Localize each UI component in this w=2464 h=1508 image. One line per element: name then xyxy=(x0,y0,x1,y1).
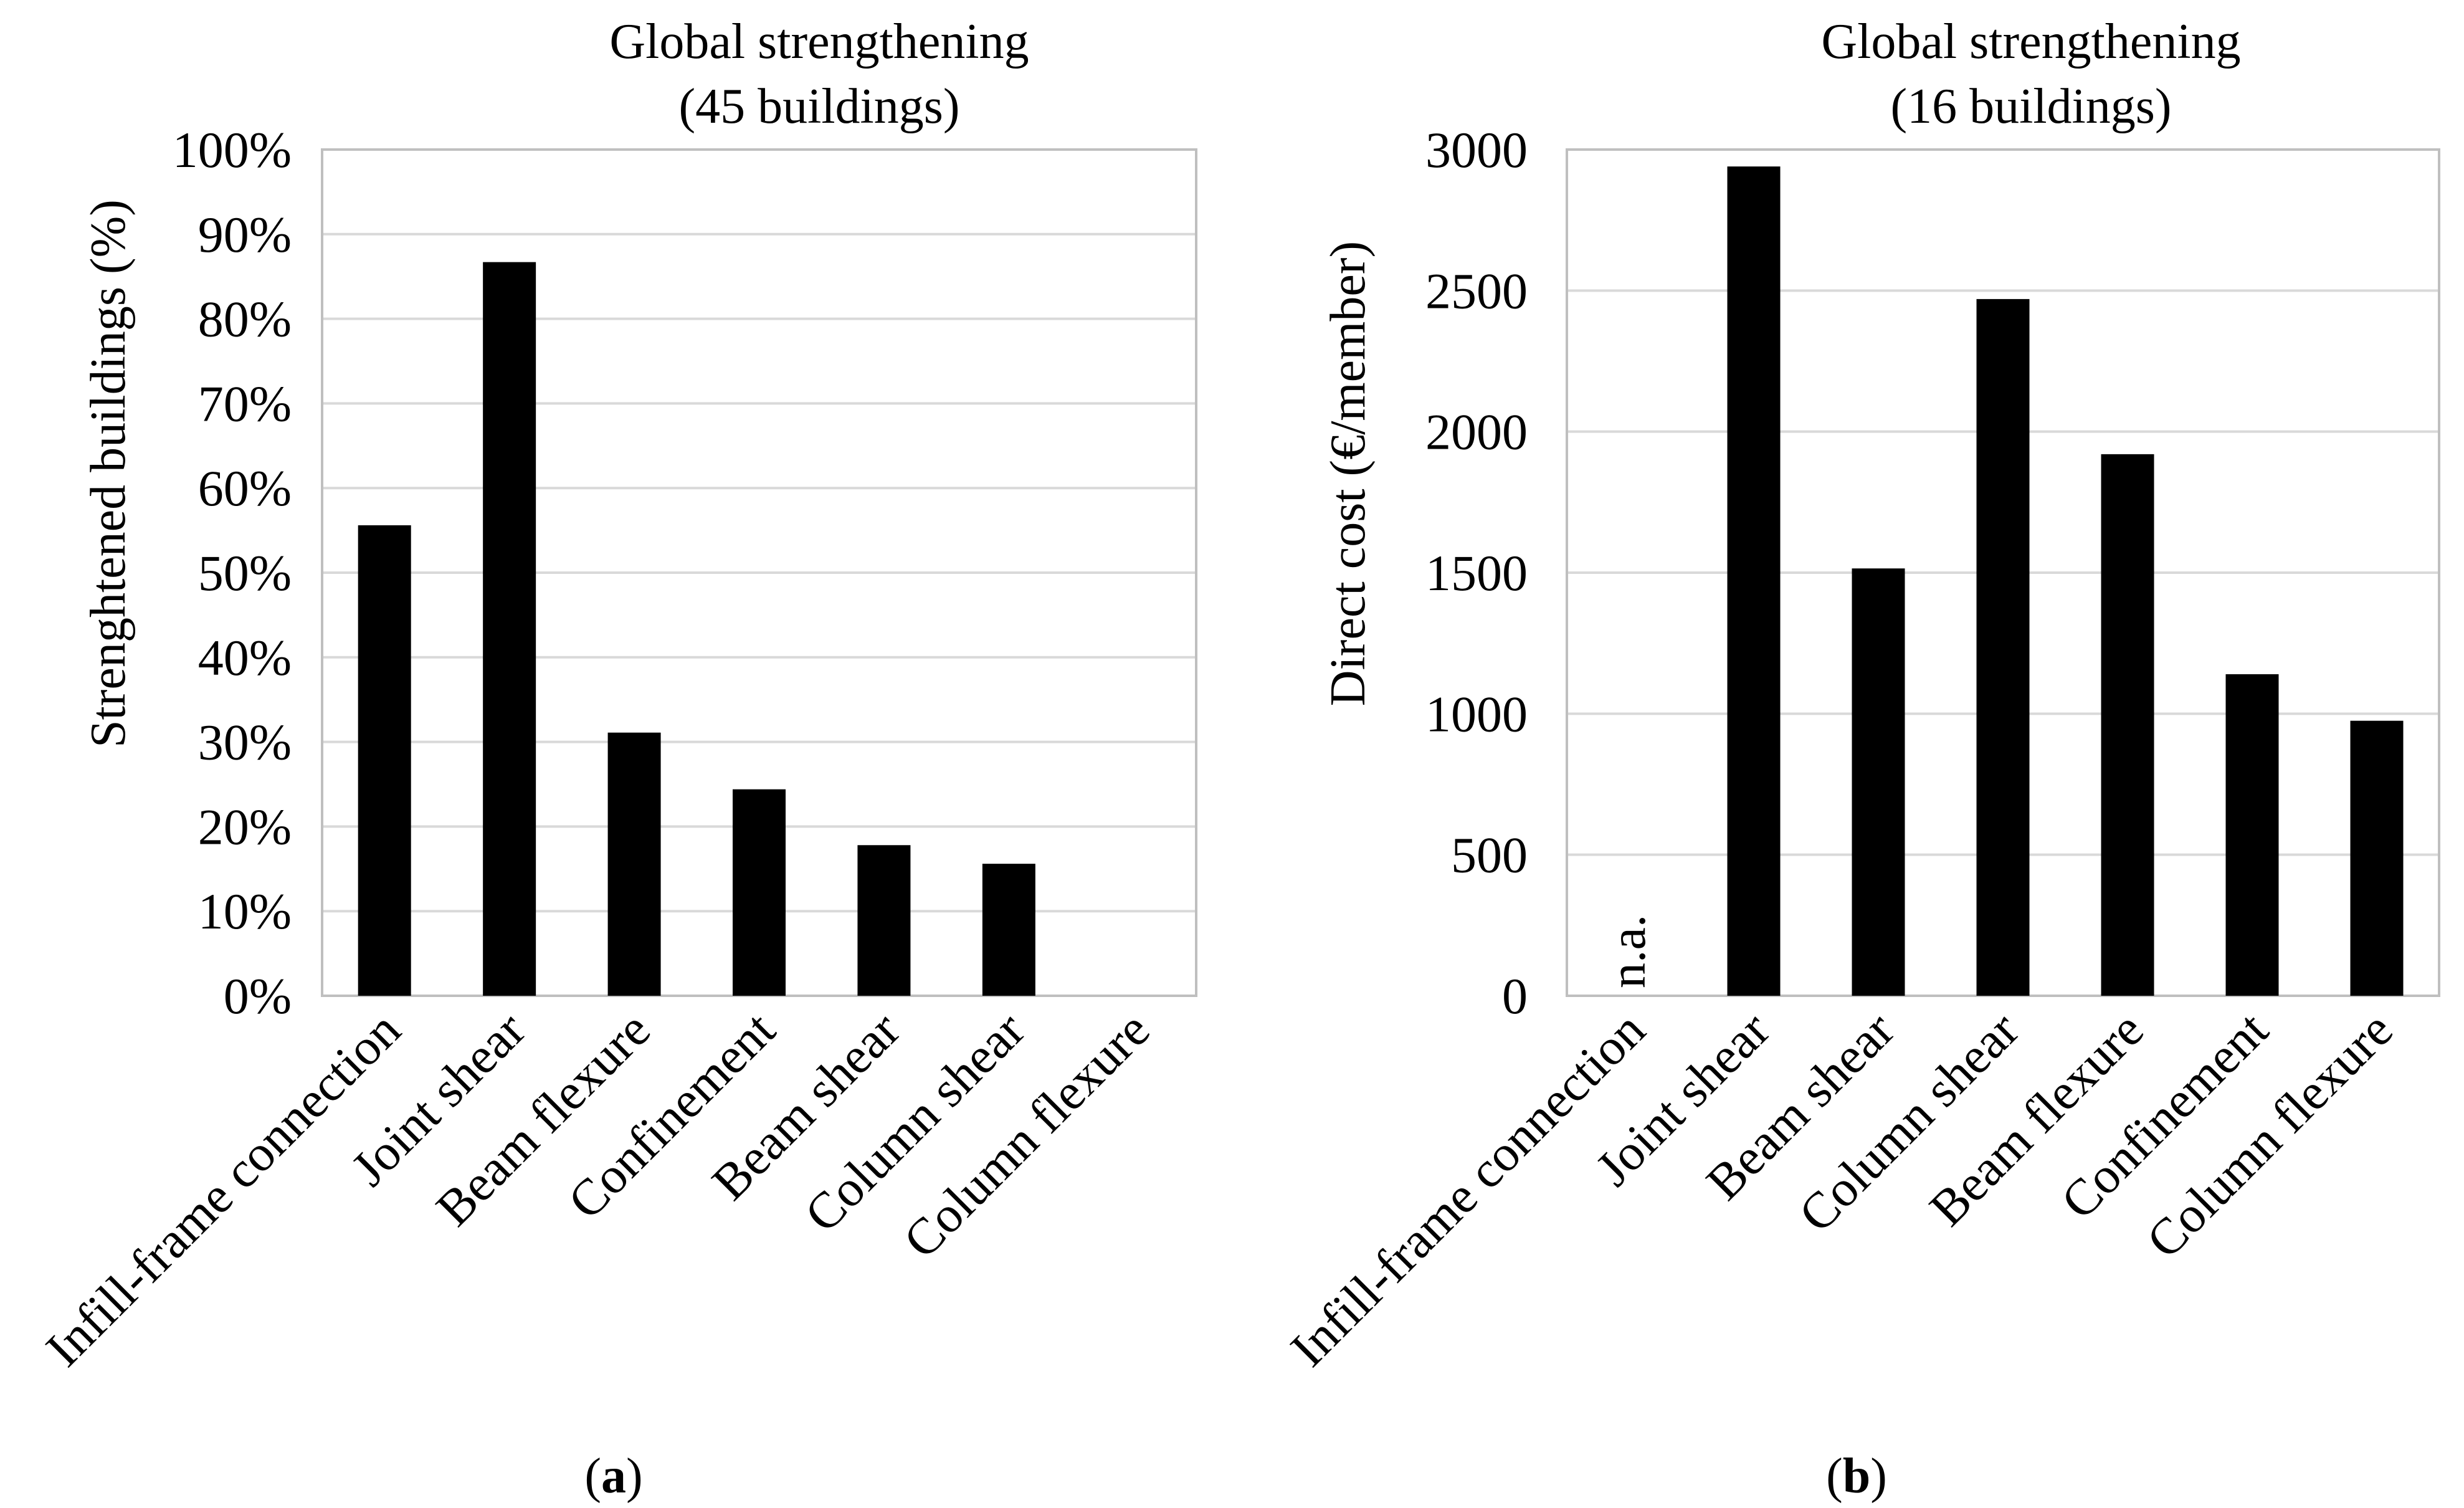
y-axis-label: Strenghtened buildings (%) xyxy=(81,199,136,748)
chart-a: 0% 10% 20% 30% 40% 50% 60% 70% 80% 90% 100% Infill-… xyxy=(35,14,1197,1377)
y-tick-label: 2000 xyxy=(1425,404,1528,461)
chart-subtitle: (16 buildings) xyxy=(1890,79,2171,134)
x-category-label: Infill-frame connection xyxy=(1280,1001,1656,1377)
bar xyxy=(1852,568,1905,996)
y-tick-label: 500 xyxy=(1451,827,1528,884)
annotation-label: n.a. xyxy=(1599,915,1656,988)
chart-subtitle: (45 buildings) xyxy=(678,79,959,134)
y-tick-label: 40% xyxy=(198,629,292,686)
y-tick-label: 1000 xyxy=(1425,685,1528,742)
y-tick-label: 30% xyxy=(198,714,292,771)
panel-label-a: (a) xyxy=(584,1449,642,1504)
bar xyxy=(857,845,911,996)
y-tick-label: 0% xyxy=(224,968,292,1024)
y-tick-label: 80% xyxy=(198,291,292,348)
chart-title: Global strengthening xyxy=(1821,14,2240,69)
chart-title: Global strengthening xyxy=(609,14,1029,69)
bar xyxy=(483,262,536,996)
bar xyxy=(982,864,1035,996)
y-axis-label: Direct cost (€/member) xyxy=(1321,241,1376,706)
bar xyxy=(2225,674,2279,996)
bar xyxy=(733,789,786,996)
y-tick-label: 50% xyxy=(198,545,292,601)
bar xyxy=(358,525,411,996)
y-tick-label: 3000 xyxy=(1425,122,1528,178)
bar xyxy=(607,732,661,996)
y-tick-label: 2500 xyxy=(1425,262,1528,319)
bar xyxy=(2350,720,2404,996)
bar xyxy=(1727,166,1781,996)
x-category-label: Infill-frame connection xyxy=(35,1001,411,1377)
y-tick-label: 60% xyxy=(198,460,292,517)
y-tick-label: 0 xyxy=(1502,968,1528,1024)
bar xyxy=(1976,298,2030,996)
y-tick-label: 20% xyxy=(198,798,292,855)
y-tick-label: 70% xyxy=(198,375,292,432)
chart-b: 0 500 1000 1500 2000 2500 3000 Infill-frame con… xyxy=(1280,14,2440,1377)
y-tick-label: 100% xyxy=(173,122,292,178)
y-tick-label: 90% xyxy=(198,206,292,263)
y-tick-label: 1500 xyxy=(1425,545,1528,601)
y-tick-label: 10% xyxy=(198,883,292,940)
bar xyxy=(2101,454,2154,996)
panel-label-b: (b) xyxy=(1826,1449,1887,1504)
